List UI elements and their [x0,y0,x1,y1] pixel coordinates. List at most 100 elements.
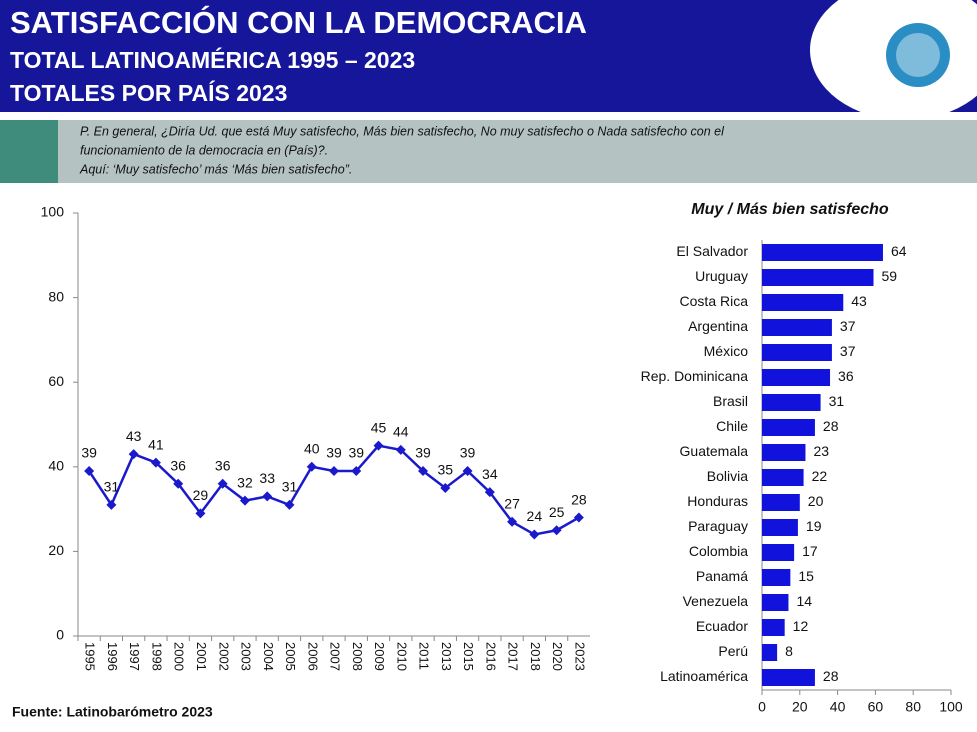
x-tick-label: 2015 [461,642,476,671]
y-tick-label: Costa Rica [680,293,749,309]
marker [217,478,228,489]
data-label: 37 [840,318,856,334]
x-tick-label: 2008 [350,642,365,671]
y-tick-label: Chile [716,418,748,434]
data-label: 37 [840,343,856,359]
y-tick-label: Latinoamérica [660,668,748,684]
bar [762,644,778,661]
data-label: 28 [823,668,839,684]
subtitle: TOTAL LATINOAMÉRICA 1995 – 2023 [10,46,415,73]
y-tick-label: Panamá [696,568,748,584]
marker [529,529,540,540]
bar [762,294,844,311]
question-text: P. En general, ¿Diría Ud. que está Muy s… [80,124,725,138]
y-tick-label: 100 [41,204,65,220]
data-label: 29 [193,487,209,503]
marker [418,466,429,477]
data-label: 36 [170,457,186,473]
data-label: 20 [808,493,824,509]
bar [762,244,883,261]
y-tick-label: 40 [48,458,64,474]
x-tick-label: 2005 [283,642,298,671]
x-tick-label: 2018 [528,642,543,671]
x-tick-label: 1995 [83,642,98,671]
data-label: 24 [527,508,543,524]
marker [329,466,339,477]
data-label: 36 [838,368,854,384]
bar [762,319,832,336]
data-label: 28 [571,491,587,507]
data-label: 31 [104,479,120,495]
marker [440,482,451,493]
marker [484,487,495,498]
marker [106,499,117,510]
bar [762,569,791,586]
marker [128,449,139,460]
bar [762,469,804,486]
x-tick-label: 2006 [305,642,320,671]
data-label: 32 [237,474,253,490]
bar [762,669,815,686]
data-label: 34 [482,466,498,482]
y-tick-label: Ecuador [696,618,748,634]
x-tick-label: 1996 [105,642,120,671]
marker [551,525,562,536]
y-tick-label: Uruguay [695,268,748,284]
data-label: 39 [460,445,476,461]
y-tick-label: 20 [48,542,64,558]
y-tick-label: El Salvador [676,243,748,259]
data-label: 64 [891,243,907,259]
x-tick-label: 2000 [172,642,187,671]
x-tick-label: 2011 [417,642,432,670]
y-tick-label: Brasil [713,393,748,409]
data-label: 19 [806,518,822,534]
y-tick-label: Honduras [687,493,748,509]
x-tick-label: 40 [830,699,846,715]
y-tick-label: Venezuela [683,593,749,609]
x-tick-label: 1997 [127,642,142,671]
x-tick-label: 2013 [439,642,454,671]
y-tick-label: Perú [718,643,748,659]
marker [395,444,406,455]
marker [173,478,184,489]
bar [762,444,806,461]
bar [762,494,800,511]
x-tick-label: 2017 [506,642,521,671]
y-tick-label: México [704,343,749,359]
marker [284,499,295,510]
data-label: 8 [785,643,793,659]
data-label: 15 [798,568,814,584]
x-tick-label: 2001 [194,642,209,671]
data-label: 31 [282,479,298,495]
y-tick-label: Guatemala [680,443,749,459]
data-label: 36 [215,457,231,473]
y-tick-label: Paraguay [688,518,748,534]
marker [373,440,384,451]
data-label: 39 [348,445,364,461]
data-label: 22 [812,468,828,484]
logo [886,23,950,87]
bar [762,419,815,436]
title: SATISFACCIÓN CON LA DEMOCRACIA [10,4,587,40]
question-band [0,120,977,183]
x-tick-label: 60 [868,699,884,715]
data-label: 40 [304,441,320,457]
x-tick-label: 2020 [550,642,565,671]
data-label: 27 [504,495,520,511]
x-tick-label: 2002 [216,642,231,671]
data-label: 25 [549,504,565,520]
y-tick-label: Colombia [689,543,748,559]
data-label: 44 [393,424,409,440]
y-tick-label: 0 [56,627,64,643]
data-label: 59 [882,268,898,284]
marker [195,508,206,519]
subtitle: TOTALES POR PAÍS 2023 [10,79,287,106]
x-tick-label: 2010 [394,642,409,671]
marker [150,457,161,468]
question-text: funcionamiento de la democracia en (País… [80,143,328,157]
bar [762,344,832,361]
marker [306,461,317,472]
data-label: 12 [793,618,809,634]
data-label: 41 [148,436,164,452]
marker [262,491,273,502]
